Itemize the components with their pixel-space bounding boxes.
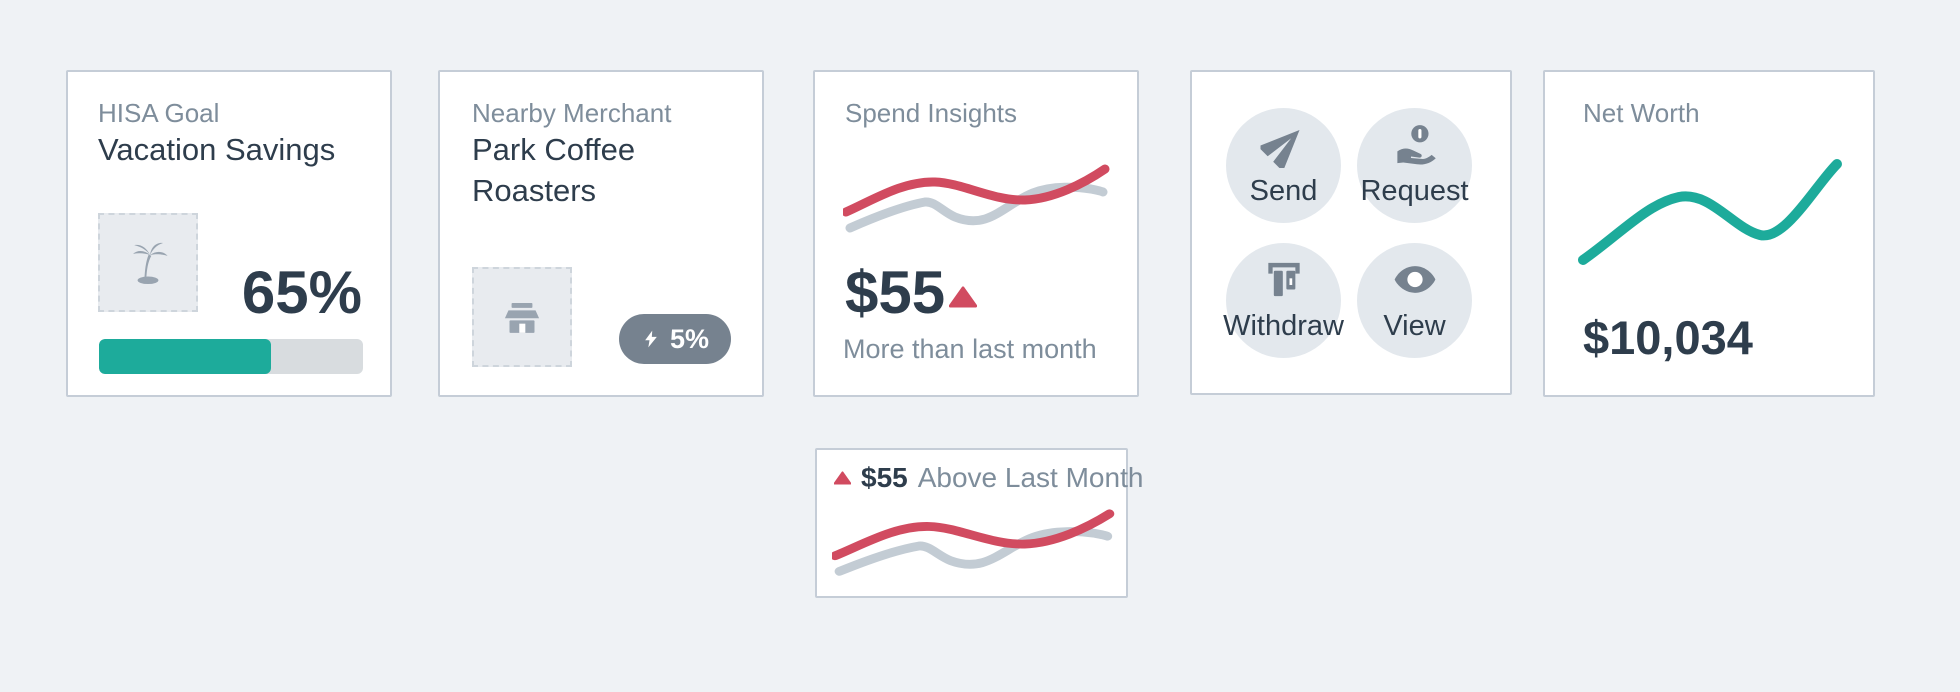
lightning-bolt-icon — [645, 330, 657, 348]
sparkline-this-month — [832, 509, 1115, 561]
net-worth-card[interactable]: Net Worth $10,034 — [1543, 70, 1875, 397]
insight-detail-header: $55 Above Last Month — [834, 462, 1143, 494]
hisa-goal-title: Vacation Savings — [98, 132, 336, 167]
quick-actions-card: Send Request Withdraw — [1190, 70, 1512, 395]
sparkline-this-month — [843, 164, 1110, 217]
spend-insights-label: Spend Insights — [845, 98, 1018, 128]
spend-amount: $55 — [845, 259, 946, 326]
sparkline-last-month — [834, 527, 1113, 576]
spend-insights-sparkline — [843, 164, 1110, 233]
trend-up-triangle-icon — [949, 286, 977, 308]
goal-progress-bar — [99, 339, 363, 374]
hisa-goal-card[interactable]: HISA Goal Vacation Savings 65% — [66, 70, 392, 397]
request-button[interactable]: Request — [1357, 108, 1472, 223]
net-worth-sparkline — [1578, 159, 1842, 265]
net-worth-label: Net Worth — [1583, 98, 1700, 128]
send-button-label: Send — [1249, 175, 1318, 207]
cashback-badge-text: 5% — [670, 323, 710, 354]
palm-tree-icon — [133, 242, 168, 284]
merchant-icon-tile — [472, 267, 572, 367]
sparkline-last-month — [845, 182, 1108, 233]
insight-detail-card[interactable]: $55 Above Last Month — [815, 448, 1143, 598]
nearby-merchant-card[interactable]: Nearby Merchant Park Coffee Roasters 5% — [438, 70, 764, 397]
trend-up-triangle-icon — [834, 471, 851, 485]
insight-detail-sparkline — [832, 509, 1115, 576]
send-button[interactable]: Send — [1226, 108, 1341, 223]
insight-detail-description: Above Last Month — [917, 462, 1144, 493]
spend-insights-card[interactable]: Spend Insights $55 More than last month — [813, 70, 1139, 397]
net-worth-amount: $10,034 — [1583, 311, 1753, 364]
request-button-label: Request — [1360, 175, 1469, 207]
quick-actions-grid: Send Request Withdraw — [1223, 108, 1472, 358]
hand-coin-icon — [1396, 125, 1436, 165]
spend-description: More than last month — [843, 334, 1097, 364]
view-button-label: View — [1383, 310, 1446, 342]
goal-percent-value: 65% — [241, 259, 362, 326]
insight-detail-amount: $55 — [861, 462, 908, 493]
atm-card-icon — [1267, 262, 1300, 297]
nearby-merchant-label: Nearby Merchant — [472, 98, 672, 128]
withdraw-button-label: Withdraw — [1223, 310, 1344, 342]
view-button[interactable]: View — [1357, 243, 1472, 358]
goal-progress-fill — [99, 339, 271, 374]
sparkline-net-worth — [1578, 159, 1842, 265]
goal-icon-tile — [98, 213, 198, 312]
nearby-merchant-title: Park Coffee Roasters — [472, 132, 636, 208]
hisa-goal-label: HISA Goal — [98, 98, 220, 128]
cashback-badge: 5% — [619, 314, 732, 364]
storefront-icon — [504, 303, 540, 333]
eye-icon — [1394, 266, 1435, 293]
withdraw-button[interactable]: Withdraw — [1223, 243, 1344, 358]
paper-plane-icon — [1260, 129, 1300, 168]
